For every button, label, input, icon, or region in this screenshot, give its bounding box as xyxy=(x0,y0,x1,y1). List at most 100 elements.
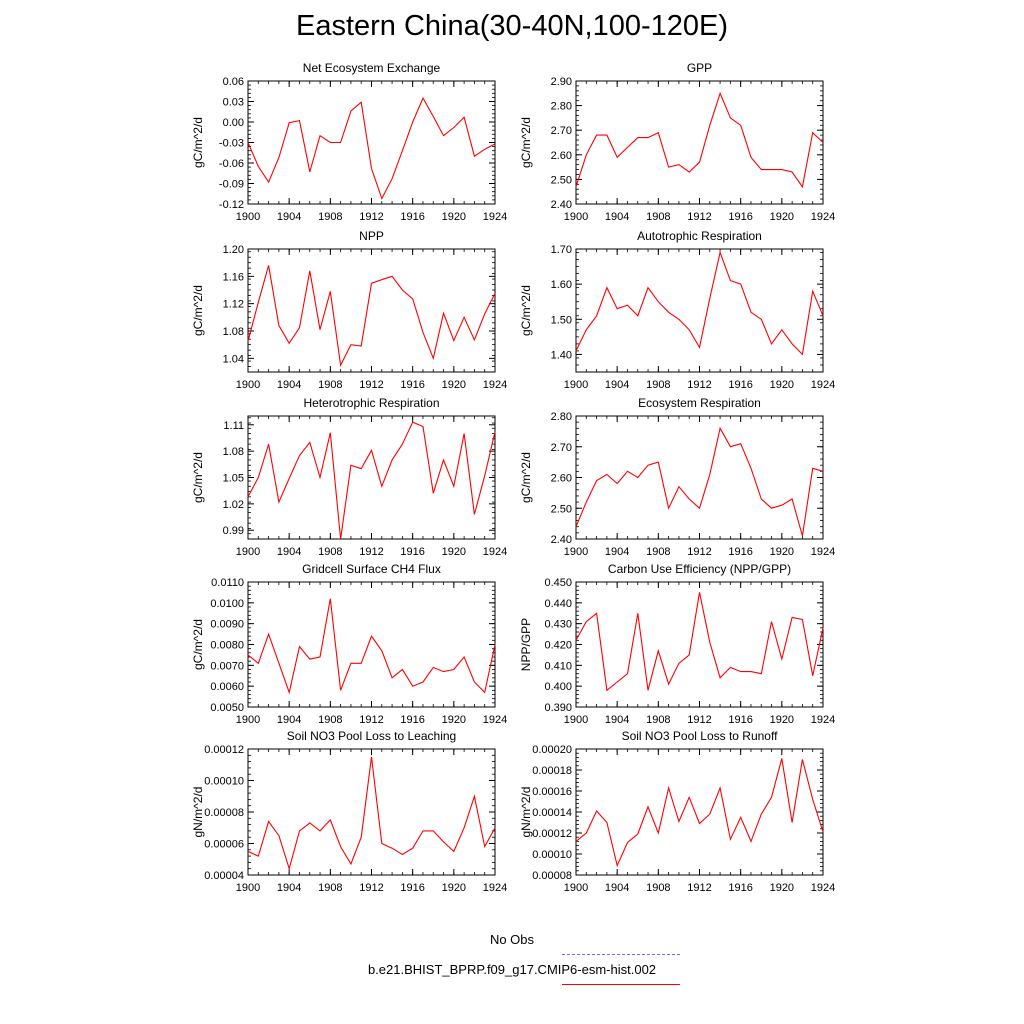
plot-frame xyxy=(247,80,496,205)
x-tick-label: 1920 xyxy=(442,211,466,223)
series-line xyxy=(575,592,824,692)
panel-4: 1900 1904 1908 1912 1916 1920 1924 1.40 1.50 1.60… xyxy=(519,229,835,391)
plot-frame xyxy=(575,248,824,373)
y-tick-label: 0.00010 xyxy=(532,849,572,861)
x-tick-label: 1920 xyxy=(442,714,466,726)
y-tick-label: 0.440 xyxy=(544,598,572,610)
y-tick-label: 1.12 xyxy=(223,299,244,311)
series-line xyxy=(575,758,824,868)
panel-title: Net Ecosystem Exchange xyxy=(303,61,441,75)
y-tick-label: 1.20 xyxy=(223,244,244,256)
y-tick-label: 0.390 xyxy=(544,702,572,714)
y-tick-label: 0.0100 xyxy=(210,598,244,610)
panel-title: Gridcell Surface CH4 Flux xyxy=(302,562,441,576)
x-tick-label: 1912 xyxy=(687,714,711,726)
x-tick-label: 1908 xyxy=(318,379,342,391)
legend-obs-label: No Obs xyxy=(489,932,535,947)
x-tick-label: 1908 xyxy=(318,882,342,894)
panel-title: Soil NO3 Pool Loss to Leaching xyxy=(287,729,456,743)
x-tick-label: 1916 xyxy=(728,714,752,726)
x-tick-label: 1908 xyxy=(646,211,670,223)
x-tick-label: 1924 xyxy=(483,882,507,894)
x-tick-label: 1920 xyxy=(770,882,794,894)
y-tick-label: 2.60 xyxy=(551,150,572,162)
legend-model-line xyxy=(562,984,680,985)
y-tick-label: 2.60 xyxy=(551,473,572,485)
series-line xyxy=(247,598,496,695)
x-tick-label: 1920 xyxy=(770,714,794,726)
y-tick-label: 1.08 xyxy=(223,446,244,458)
y-tick-label: 0.00018 xyxy=(532,765,572,777)
x-tick-label: 1904 xyxy=(605,714,629,726)
y-tick-label: 0.0080 xyxy=(210,640,244,652)
x-tick-label: 1924 xyxy=(483,379,507,391)
y-tick-label: 0.00012 xyxy=(204,744,244,756)
y-axis-label: gC/m^2/d xyxy=(519,452,533,503)
x-tick-label: 1908 xyxy=(646,546,670,558)
y-tick-label: 2.70 xyxy=(551,125,572,137)
series-line xyxy=(575,250,824,356)
y-tick-label: 0.00006 xyxy=(204,839,244,851)
x-tick-label: 1904 xyxy=(277,882,301,894)
x-tick-label: 1900 xyxy=(236,546,260,558)
series-line xyxy=(575,426,824,537)
y-tick-label: 0.00004 xyxy=(204,870,244,882)
x-tick-label: 1916 xyxy=(728,379,752,391)
y-tick-label: 0.00016 xyxy=(532,786,572,798)
x-tick-label: 1912 xyxy=(687,546,711,558)
panel-3: 1900 1904 1908 1912 1916 1920 1924 1.04 1.08 1.12… xyxy=(191,229,507,391)
x-tick-label: 1924 xyxy=(811,714,835,726)
panel-title: Carbon Use Efficiency (NPP/GPP) xyxy=(608,562,791,576)
x-tick-label: 1912 xyxy=(359,211,383,223)
y-axis-label: gC/m^2/d xyxy=(519,285,533,336)
y-axis-label: gC/m^2/d xyxy=(191,619,205,670)
x-tick-label: 1924 xyxy=(483,714,507,726)
plot-frame xyxy=(247,415,496,540)
x-tick-label: 1900 xyxy=(236,379,260,391)
x-tick-label: 1908 xyxy=(318,546,342,558)
x-tick-label: 1924 xyxy=(483,546,507,558)
x-tick-label: 1904 xyxy=(277,211,301,223)
x-tick-label: 1900 xyxy=(564,211,588,223)
x-tick-label: 1900 xyxy=(564,714,588,726)
x-tick-label: 1924 xyxy=(811,546,835,558)
y-tick-label: 0.00012 xyxy=(532,828,572,840)
x-tick-label: 1904 xyxy=(277,546,301,558)
plot-frame xyxy=(247,248,496,373)
y-tick-label: 0.00 xyxy=(223,117,244,129)
y-tick-label: 1.11 xyxy=(223,420,244,432)
x-tick-label: 1900 xyxy=(236,882,260,894)
plot-frame xyxy=(575,415,824,540)
y-tick-label: 0.06 xyxy=(223,76,244,88)
x-tick-label: 1904 xyxy=(605,379,629,391)
x-tick-label: 1920 xyxy=(442,546,466,558)
y-tick-label: 2.50 xyxy=(551,503,572,515)
x-tick-label: 1912 xyxy=(687,882,711,894)
panel-8: 1900 1904 1908 1912 1916 1920 1924 0.390 0.400 0.… xyxy=(519,562,835,726)
y-axis-label: NPP/GPP xyxy=(519,618,533,671)
y-axis-label: gC/m^2/d xyxy=(191,452,205,503)
y-axis-label: gN/m^2/d xyxy=(191,787,205,838)
y-tick-label: -0.06 xyxy=(219,158,244,170)
series-line xyxy=(247,756,496,871)
panel-title: Autotrophic Respiration xyxy=(637,229,762,243)
x-tick-label: 1916 xyxy=(728,211,752,223)
y-tick-label: 1.70 xyxy=(551,244,572,256)
y-tick-label: 2.40 xyxy=(551,534,572,546)
panel-10: 1900 1904 1908 1912 1916 1920 1924 0.00008 0.000… xyxy=(519,729,835,894)
y-tick-label: 2.50 xyxy=(551,174,572,186)
series-line xyxy=(247,96,496,200)
y-tick-label: 0.00008 xyxy=(532,870,572,882)
x-tick-label: 1924 xyxy=(811,882,835,894)
y-tick-label: 0.0070 xyxy=(210,660,244,672)
y-tick-label: 0.0050 xyxy=(210,702,244,714)
x-tick-label: 1920 xyxy=(770,546,794,558)
y-tick-label: 1.04 xyxy=(223,353,244,365)
x-tick-label: 1904 xyxy=(605,546,629,558)
plot-frame xyxy=(575,748,824,876)
x-tick-label: 1904 xyxy=(605,882,629,894)
x-tick-label: 1900 xyxy=(564,379,588,391)
y-tick-label: 2.70 xyxy=(551,442,572,454)
y-tick-label: -0.03 xyxy=(219,138,244,150)
